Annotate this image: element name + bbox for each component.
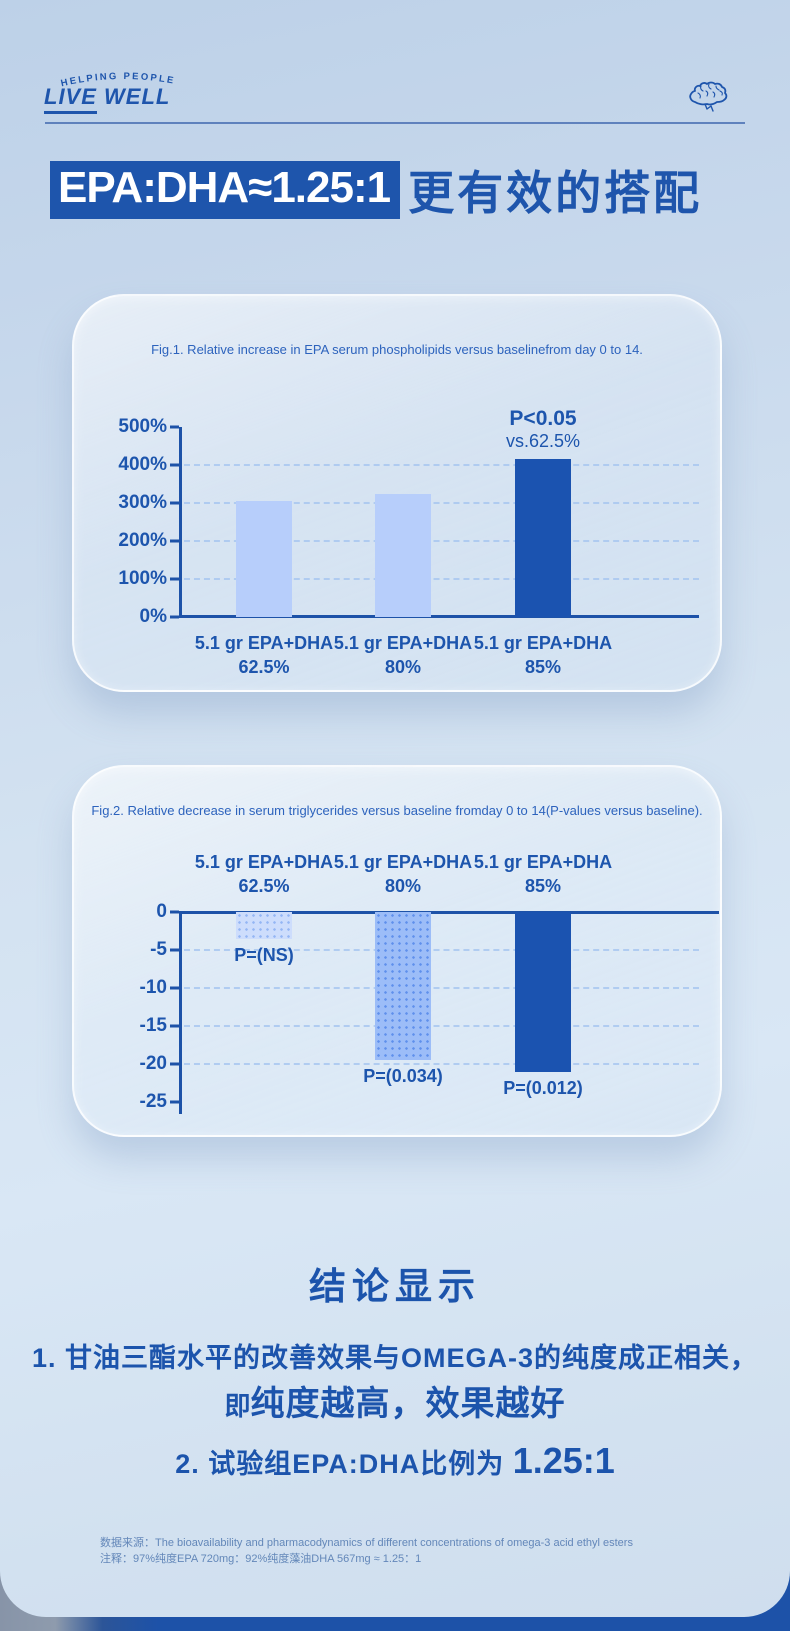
y-tick-label: -25: [139, 1091, 167, 1112]
gridline: [184, 464, 699, 466]
y-tick-mark: [170, 501, 179, 505]
category-label-line2: 80%: [384, 657, 422, 677]
gridline: [184, 1025, 699, 1027]
category-label: 5.1 gr EPA+DHA 80%: [328, 850, 478, 898]
category-label-line2: 62.5%: [238, 657, 290, 677]
bar: [515, 459, 571, 617]
brand-logo: HELPING PEOPLE LIVE WELL: [44, 66, 204, 114]
figure2-card: Fig.2. Relative decrease in serum trigly…: [72, 765, 722, 1137]
conclusion-point2: 2. 试验组EPA:DHA比例为 1.25:1: [0, 1440, 790, 1482]
y-tick-mark: [170, 1024, 179, 1028]
figure1-y-axis: [179, 427, 182, 617]
y-tick-mark: [170, 577, 179, 581]
y-tick-mark: [170, 910, 179, 914]
y-tick-mark: [170, 1062, 179, 1066]
brand-arc-text: HELPING PEOPLE: [60, 71, 174, 89]
category-label-line2: 85%: [524, 657, 562, 677]
pvalue-label: P=(0.012): [503, 1077, 583, 1098]
brand-word-well: WELL: [104, 84, 171, 109]
category-label: 5.1 gr EPA+DHA 85%: [468, 631, 618, 679]
y-tick-mark: [170, 615, 179, 619]
pvalue-label: P=(NS): [234, 944, 294, 965]
gridline: [184, 949, 699, 951]
category-label: 5.1 gr EPA+DHA 62.5%: [189, 631, 339, 679]
y-tick-label: -10: [139, 977, 167, 998]
footnote: 数据来源：The bioavailability and pharmacodyn…: [100, 1535, 730, 1567]
title-text: 更有效的搭配: [408, 167, 703, 219]
conclusion-point1-lead: 即: [224, 1391, 251, 1421]
category-label-line1: 5.1 gr EPA+DHA: [333, 852, 473, 872]
pvalue-label: P=(0.034): [363, 1066, 443, 1087]
figure2-x-axis: [179, 911, 719, 914]
conclusion-point2-emphasis: 1.25:1: [512, 1440, 615, 1481]
conclusion-heading: 结论显示: [309, 1266, 481, 1307]
significance-annotation: P<0.05 vs.62.5%: [468, 407, 618, 452]
footnote-annotation: 注释：97%纯度EPA 720mg：92%纯度藻油DHA 567mg ≈ 1.2…: [100, 1553, 422, 1565]
y-tick-label: -20: [139, 1053, 167, 1074]
category-label-line1: 5.1 gr EPA+DHA: [194, 633, 334, 653]
figure2-bar-chart: 0 -5 -10 -15 -20 -25 5.1 gr EPA+DHA 62.5% P=(NS)…: [140, 852, 719, 1114]
category-label-line2: 62.5%: [238, 876, 290, 896]
figure1-caption: Fig.1. Relative increase in EPA serum ph…: [151, 342, 643, 357]
gridline: [184, 1063, 699, 1065]
conclusion-point1-line1: 1. 甘油三酯水平的改善效果与OMEGA-3的纯度成正相关，: [31, 1343, 759, 1373]
y-tick-mark: [170, 463, 179, 467]
y-tick-label: 100%: [118, 568, 167, 589]
y-tick-mark: [170, 1100, 179, 1104]
y-tick-label: -5: [150, 939, 167, 960]
y-tick-label: 400%: [118, 454, 167, 475]
conclusion-point1-line2: 即纯度越高，效果越好: [0, 1376, 790, 1425]
bar: [515, 912, 571, 1072]
category-label-line2: 80%: [384, 876, 422, 896]
bar: [375, 912, 431, 1061]
y-tick-label: 0%: [139, 606, 167, 627]
category-label-line1: 5.1 gr EPA+DHA: [473, 852, 613, 872]
brand-name: LIVE WELL: [44, 84, 204, 114]
category-label-line1: 5.1 gr EPA+DHA: [333, 633, 473, 653]
footnote-source: 数据来源：The bioavailability and pharmacodyn…: [100, 1537, 633, 1549]
figure2-y-axis: [179, 912, 182, 1114]
y-tick-mark: [170, 948, 179, 952]
bar: [375, 493, 431, 617]
title-highlight-badge: EPA:DHA≈1.25:1: [50, 160, 401, 220]
category-label-line1: 5.1 gr EPA+DHA: [473, 633, 613, 653]
y-tick-mark: [170, 986, 179, 990]
brain-icon: [689, 81, 728, 112]
y-tick-mark: [170, 539, 179, 543]
figure2-caption: Fig.2. Relative decrease in serum trigly…: [91, 803, 703, 818]
conclusion-point2-text: 2. 试验组EPA:DHA比例为: [175, 1449, 513, 1479]
page-title: EPA:DHA≈1.25:1 更有效的搭配: [50, 157, 702, 223]
category-label: 5.1 gr EPA+DHA 62.5%: [189, 850, 339, 898]
significance-annotation-line1: P<0.05: [509, 407, 577, 431]
brand-word-live: LIVE: [44, 84, 97, 114]
gridline: [184, 502, 699, 504]
category-label-line1: 5.1 gr EPA+DHA: [194, 852, 334, 872]
category-label-line2: 85%: [524, 876, 562, 896]
gridline: [184, 540, 699, 542]
category-label: 5.1 gr EPA+DHA 80%: [328, 631, 478, 679]
gridline: [184, 987, 699, 989]
header-divider: [45, 122, 745, 124]
y-tick-label: -15: [139, 1015, 167, 1036]
figure1-card: Fig.1. Relative increase in EPA serum ph…: [72, 294, 722, 692]
significance-annotation-line2: vs.62.5%: [505, 431, 581, 452]
bar: [236, 912, 292, 939]
figure1-x-axis: [179, 615, 699, 618]
y-tick-mark: [170, 425, 179, 429]
figure1-bar-chart: 500% 400% 300% 200% 100% 0% 5.1 gr EPA+DHA 62.5…: [118, 407, 699, 677]
y-tick-label: 300%: [118, 492, 167, 513]
gridline: [184, 578, 699, 580]
y-tick-label: 500%: [118, 416, 167, 437]
category-label: 5.1 gr EPA+DHA 85%: [468, 850, 618, 898]
bar: [236, 501, 292, 617]
y-tick-label: 200%: [118, 530, 167, 551]
conclusion-point1-emphasis: 纯度越高，效果越好: [250, 1385, 566, 1423]
y-tick-label: 0: [156, 901, 167, 922]
